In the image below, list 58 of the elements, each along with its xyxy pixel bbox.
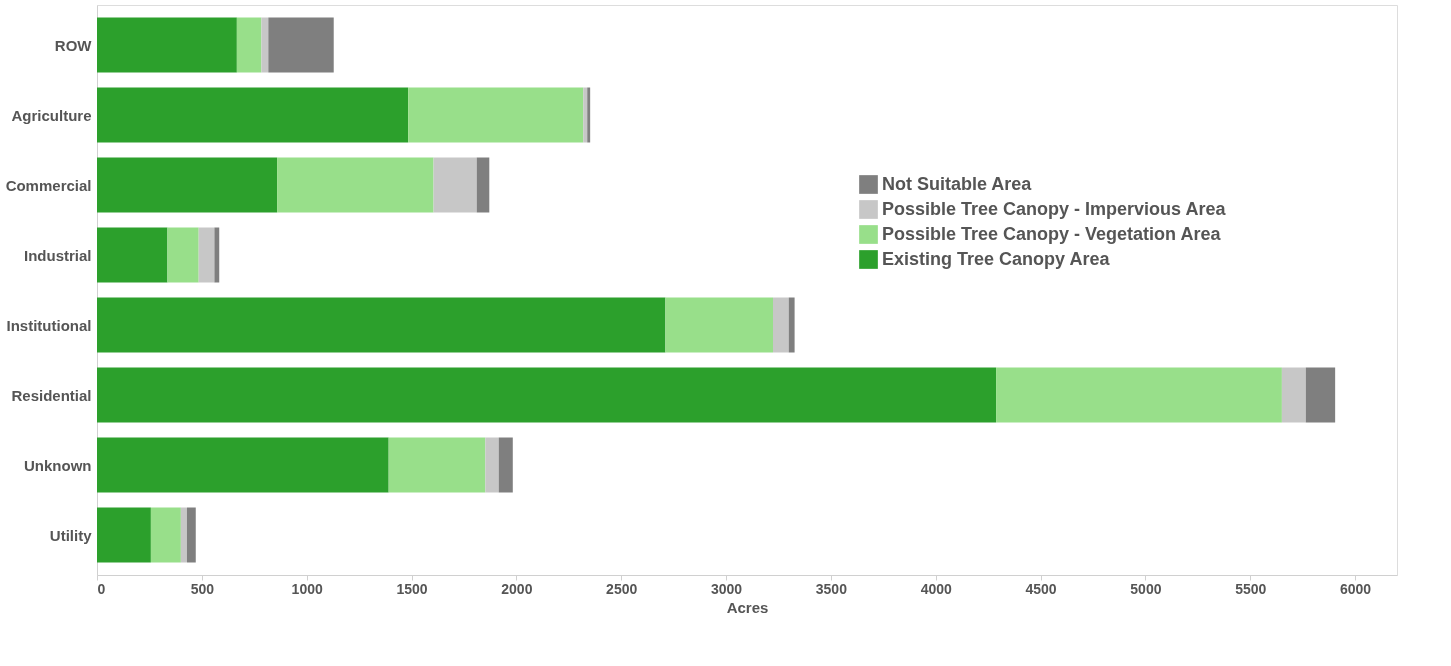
- x-tick-label: 500: [190, 580, 215, 597]
- y-tick-label: ROW: [54, 36, 93, 54]
- bar: [1305, 367, 1336, 423]
- x-axis-title: Acres: [726, 598, 769, 616]
- x-tick-label: 5500: [1235, 580, 1267, 597]
- bar: [476, 157, 490, 213]
- x-tick-label: 4500: [1025, 580, 1057, 597]
- bar: [587, 87, 591, 143]
- bar: [773, 297, 789, 353]
- bar: [214, 227, 220, 283]
- bar: [97, 507, 151, 563]
- y-tick-label: Utility: [49, 526, 93, 544]
- x-tick-label: 1000: [291, 580, 323, 597]
- bar: [388, 437, 486, 493]
- bar: [97, 157, 278, 213]
- y-tick-label: Institutional: [6, 316, 92, 334]
- x-tick-label: 5000: [1130, 580, 1162, 597]
- bar: [433, 157, 477, 213]
- x-tick-label: 0: [97, 580, 106, 597]
- legend-label: Not Suitable Area: [882, 173, 1033, 194]
- y-tick-label: Unknown: [24, 456, 92, 474]
- x-tick-label: 2000: [501, 580, 533, 597]
- bar: [268, 17, 334, 73]
- bar: [97, 17, 237, 73]
- bar: [150, 507, 181, 563]
- bar: [180, 507, 187, 563]
- legend-label: Possible Tree Canopy - Impervious Area: [882, 198, 1227, 219]
- y-tick-label: Industrial: [23, 246, 92, 264]
- bar: [408, 87, 584, 143]
- bar: [186, 507, 196, 563]
- bar: [97, 87, 409, 143]
- bar: [277, 157, 434, 213]
- y-tick-label: Commercial: [5, 176, 92, 194]
- x-tick-label: 3500: [815, 580, 848, 597]
- bar: [996, 367, 1282, 423]
- bar: [167, 227, 199, 283]
- bar: [97, 227, 168, 283]
- bar: [97, 367, 997, 423]
- bar: [583, 87, 588, 143]
- y-tick-label: Residential: [11, 386, 92, 404]
- bar: [485, 437, 499, 493]
- legend-label: Possible Tree Canopy - Vegetation Area: [882, 223, 1222, 244]
- bar: [1281, 367, 1306, 423]
- bar: [788, 297, 795, 353]
- bar: [261, 17, 269, 73]
- x-tick-label: 3000: [710, 580, 743, 597]
- bar: [97, 297, 666, 353]
- bar: [198, 227, 215, 283]
- x-tick-label: 6000: [1339, 580, 1372, 597]
- bar: [236, 17, 262, 73]
- legend-label: Existing Tree Canopy Area: [882, 248, 1111, 269]
- bar: [665, 297, 773, 353]
- x-tick-label: 2500: [606, 580, 638, 597]
- x-tick-label: 4000: [920, 580, 952, 597]
- y-tick-label: Agriculture: [11, 106, 92, 124]
- bar: [498, 437, 513, 493]
- x-tick-label: 1500: [396, 580, 428, 597]
- bar: [97, 437, 389, 493]
